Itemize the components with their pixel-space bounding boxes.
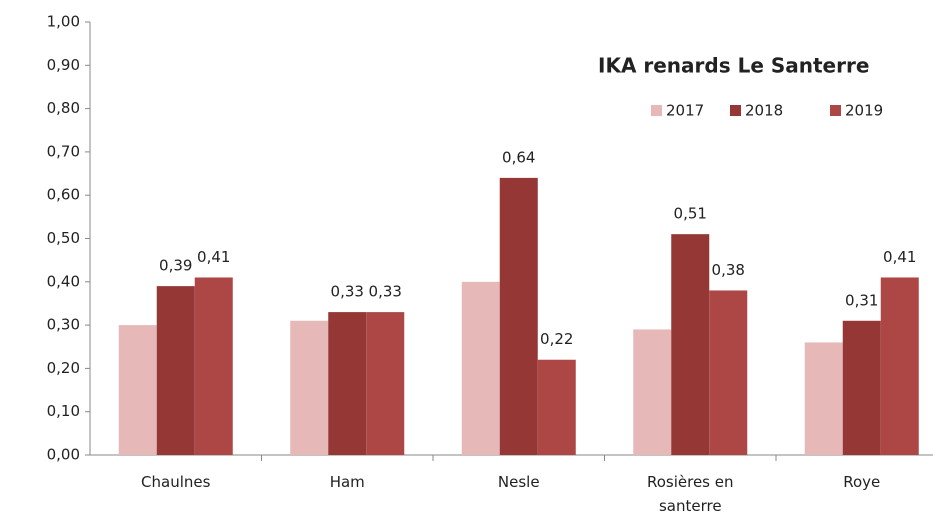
x-tick-label: Nesle: [497, 473, 540, 491]
legend-label: 2017: [666, 102, 704, 120]
bar: [709, 290, 748, 455]
y-tick-label: 1,00: [47, 13, 80, 31]
bar: [290, 320, 329, 455]
x-tick-label: Rosières en santerre: [646, 473, 734, 515]
bar: [537, 359, 576, 455]
bar: [842, 320, 881, 455]
y-tick-label: 0,50: [47, 229, 80, 247]
bar: [671, 234, 710, 455]
x-tick-label-box: Nesle: [497, 473, 540, 491]
x-tick-label-box: Ham: [329, 473, 365, 491]
bar: [461, 281, 500, 455]
data-label: 0,51: [674, 205, 707, 223]
bar: [156, 286, 195, 455]
x-tick-label: Chaulnes: [141, 473, 211, 491]
legend-swatch: [830, 105, 841, 116]
legend-label: 2019: [845, 102, 883, 120]
y-tick-label: 0,30: [47, 316, 80, 334]
bar: [118, 325, 157, 455]
y-tick-label: 0,70: [47, 142, 80, 160]
bar: [366, 312, 405, 455]
data-label: 0,41: [197, 248, 230, 266]
y-tick-label: 0,10: [47, 402, 80, 420]
bar: [880, 277, 919, 455]
data-label: 0,31: [845, 291, 878, 309]
chart-title: IKA renards Le Santerre: [598, 54, 869, 78]
bar: [328, 312, 367, 455]
legend-swatch: [730, 105, 741, 116]
data-label: 0,38: [712, 261, 745, 279]
y-tick-label: 0,90: [47, 56, 80, 74]
y-tick-label: 0,20: [47, 359, 80, 377]
y-tick-label: 0,40: [47, 272, 80, 290]
x-tick-label-box: Roye: [843, 473, 881, 491]
x-tick-label-box: Chaulnes: [141, 473, 211, 491]
data-label: 0,22: [540, 330, 573, 348]
y-tick-label: 0,80: [47, 99, 80, 117]
bar: [499, 177, 538, 455]
bar: [804, 342, 843, 455]
data-label: 0,33: [369, 283, 402, 301]
data-label: 0,39: [159, 257, 192, 275]
bar: [633, 329, 672, 455]
data-label: 0,33: [331, 283, 364, 301]
x-tick-label-box: Rosières en santerre: [646, 473, 734, 515]
x-tick-label: Ham: [329, 473, 365, 491]
bar: [194, 277, 233, 455]
x-tick-label: Roye: [843, 473, 881, 491]
legend-label: 2018: [745, 102, 783, 120]
data-label: 0,64: [502, 148, 535, 166]
y-tick-label: 0,60: [47, 186, 80, 204]
y-tick-label: 0,00: [47, 446, 80, 464]
legend-swatch: [651, 105, 662, 116]
data-label: 0,41: [883, 248, 916, 266]
